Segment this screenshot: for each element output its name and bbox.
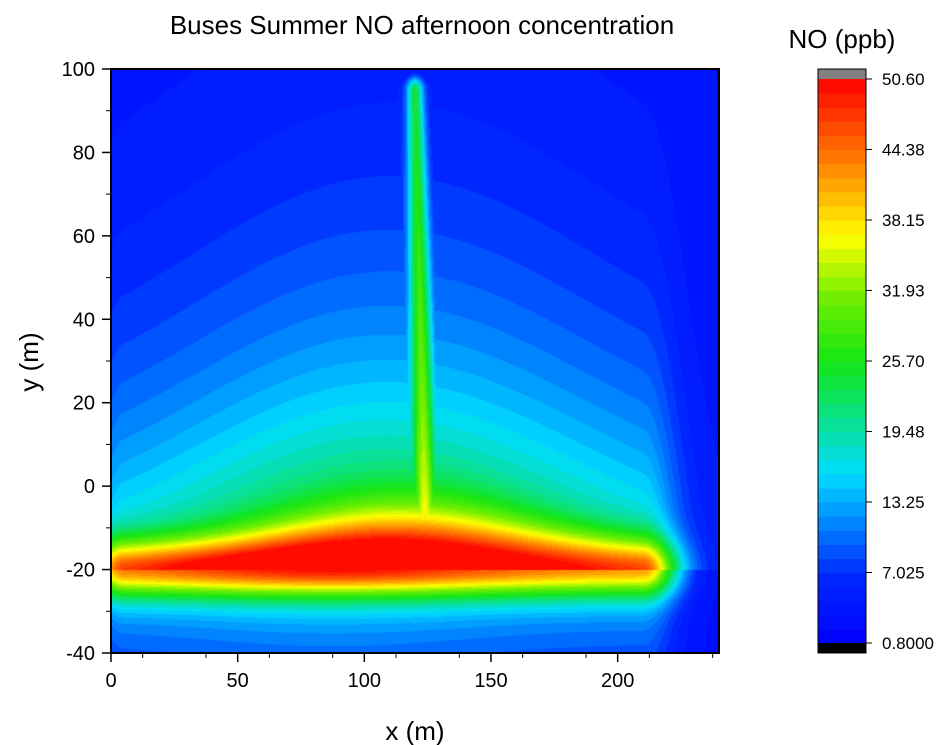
colorbar-tick-label: 50.60	[882, 70, 925, 89]
colorbar-step	[818, 614, 866, 630]
colorbar-step	[818, 318, 866, 334]
colorbar-step	[818, 417, 866, 433]
chart-title: Buses Summer NO afternoon concentration	[170, 10, 674, 40]
x-tick-label: 0	[105, 670, 116, 692]
y-tick-label: 20	[73, 393, 95, 415]
colorbar-tick-label: 7.025	[882, 564, 925, 583]
colorbar-step	[818, 403, 866, 418]
y-tick-label: 40	[73, 309, 95, 331]
colorbar-step	[818, 558, 866, 574]
colorbar-tick-label: 19.48	[882, 422, 925, 441]
colorbar-step	[818, 205, 866, 221]
colorbar-step	[818, 544, 866, 559]
y-tick-label: 60	[73, 226, 95, 248]
colorbar-step	[818, 79, 866, 94]
colorbar-step	[818, 628, 866, 644]
colorbar-step	[818, 346, 866, 362]
colorbar-step	[818, 375, 866, 390]
colorbar-step	[818, 276, 866, 292]
colorbar-step	[818, 516, 866, 531]
colorbar-step	[818, 234, 866, 249]
colorbar-step	[818, 304, 866, 320]
colorbar-tick-label: 0.8000	[882, 634, 934, 653]
x-tick-label: 150	[474, 670, 507, 692]
colorbar-tick-label: 13.25	[882, 493, 925, 512]
colorbar-step	[818, 248, 866, 263]
plot-area	[110, 68, 720, 654]
colorbar-step	[818, 191, 866, 207]
colorbar-title: NO (ppb)	[789, 24, 896, 54]
colorbar-step	[818, 600, 866, 616]
y-tick-label: 80	[73, 142, 95, 164]
x-tick-label: 50	[227, 670, 249, 692]
y-tick-label: -40	[66, 643, 95, 665]
concentration-heatmap	[111, 69, 719, 653]
colorbar-step	[818, 107, 866, 122]
y-axis-label: y (m)	[14, 332, 44, 391]
colorbar-step	[818, 473, 866, 489]
colorbar-step	[818, 361, 866, 376]
colorbar-step	[818, 572, 866, 588]
colorbar-step	[818, 135, 866, 151]
colorbar-ticks: 50.60 44.38 38.15 31.93 25.70 19.48 13.25 7.025…	[866, 70, 934, 653]
colorbar-under-swatch	[818, 643, 866, 653]
colorbar-tick-label: 38.15	[882, 211, 925, 230]
colorbar: NO (ppb) 50.60 44.38 38.15 31.93 25.70 19.48 1…	[789, 24, 934, 654]
x-tick-label: 100	[348, 670, 381, 692]
colorbar-step	[818, 163, 866, 179]
y-axis: -40 -20 0 20 40 60 80 100	[62, 59, 111, 665]
colorbar-over-swatch	[818, 69, 866, 79]
colorbar-gradient	[818, 79, 866, 644]
colorbar-step	[818, 149, 866, 165]
colorbar-step	[818, 389, 866, 404]
colorbar-step	[818, 177, 866, 193]
x-axis: 0 50 100 150 200	[105, 653, 714, 692]
colorbar-step	[818, 445, 866, 461]
colorbar-step	[818, 459, 866, 475]
colorbar-tick-label: 44.38	[882, 140, 925, 159]
colorbar-step	[818, 530, 866, 545]
colorbar-tick-label: 31.93	[882, 281, 925, 300]
colorbar-step	[818, 502, 866, 517]
colorbar-step	[818, 220, 866, 235]
y-tick-label: 0	[84, 476, 95, 498]
colorbar-step	[818, 93, 866, 108]
colorbar-step	[818, 290, 866, 306]
x-axis-label: x (m)	[385, 716, 444, 745]
colorbar-tick-label: 25.70	[882, 352, 925, 371]
y-tick-label: 100	[62, 59, 95, 81]
x-tick-label: 200	[601, 670, 634, 692]
colorbar-step	[818, 121, 866, 136]
colorbar-step	[818, 586, 866, 602]
colorbar-step	[818, 487, 866, 503]
colorbar-step	[818, 431, 866, 447]
colorbar-step	[818, 332, 866, 348]
y-tick-label: -20	[66, 560, 95, 582]
colorbar-step	[818, 262, 866, 277]
